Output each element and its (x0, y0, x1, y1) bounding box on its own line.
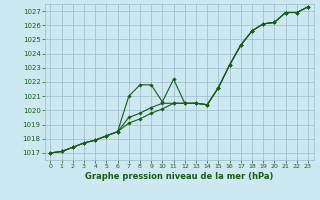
X-axis label: Graphe pression niveau de la mer (hPa): Graphe pression niveau de la mer (hPa) (85, 172, 273, 181)
